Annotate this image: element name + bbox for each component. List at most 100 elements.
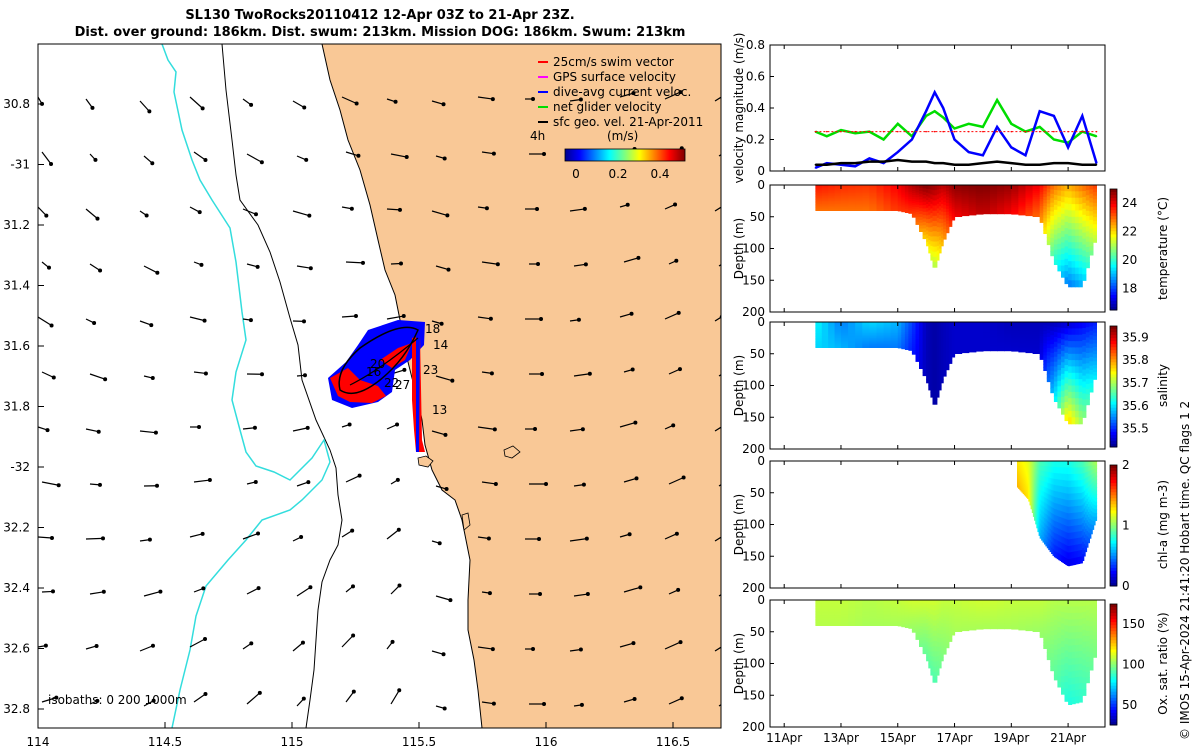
heat-cell xyxy=(848,614,856,617)
heat-cell xyxy=(1061,190,1066,198)
heat-cell xyxy=(1020,477,1023,481)
heat-cell xyxy=(828,619,836,622)
heat-cell xyxy=(930,368,934,375)
data-point xyxy=(868,130,871,133)
heat-cell xyxy=(1071,645,1076,653)
heat-cell xyxy=(997,612,1005,615)
heat-cell xyxy=(1021,480,1024,483)
heat-cell xyxy=(928,339,931,344)
heat-cell xyxy=(1051,489,1054,497)
heat-cell xyxy=(1004,614,1012,617)
heat-cell xyxy=(890,196,899,199)
heat-cell xyxy=(982,190,991,193)
heat-cell xyxy=(1085,332,1090,339)
heat-cell xyxy=(1066,539,1069,547)
heat-cell xyxy=(919,643,924,647)
velocity-arrow-head xyxy=(300,640,305,645)
velocity-arrow-head xyxy=(395,422,400,427)
heat-cell xyxy=(1090,474,1093,480)
data-point xyxy=(967,163,970,166)
heat-cell xyxy=(946,333,950,338)
heat-cell xyxy=(841,336,849,339)
heat-cell xyxy=(1053,224,1058,231)
heat-cell xyxy=(855,615,863,619)
lat-tick-label: 31.6 xyxy=(3,339,30,353)
heat-cell xyxy=(869,345,878,348)
heat-cell xyxy=(1049,517,1052,524)
heat-cell xyxy=(1053,526,1056,534)
lat-tick-label: -31 xyxy=(10,158,30,172)
heat-cell xyxy=(946,217,950,222)
heat-cell xyxy=(1046,626,1051,631)
lat-tick-label: 32.2 xyxy=(3,521,30,535)
heat-cell xyxy=(934,671,938,678)
heat-cell xyxy=(982,603,991,606)
velocity-arrow-head xyxy=(397,583,402,588)
heat-cell xyxy=(954,322,963,325)
heat-cell xyxy=(855,606,863,609)
heat-cell xyxy=(961,339,970,342)
heat-cell xyxy=(1021,474,1024,478)
heat-cell xyxy=(869,185,878,188)
heat-cell xyxy=(821,342,829,345)
heat-cell xyxy=(932,630,936,637)
heat-cell xyxy=(915,627,920,631)
heat-cell xyxy=(1065,525,1068,533)
heat-cell xyxy=(1043,340,1048,344)
heat-cell xyxy=(1027,496,1029,499)
heat-cell xyxy=(1004,192,1012,195)
heat-cell xyxy=(1068,552,1071,560)
heat-cell xyxy=(982,619,991,622)
heat-cell xyxy=(901,325,906,328)
heat-cell xyxy=(932,661,936,668)
y-tick-label: 200 xyxy=(742,442,765,456)
heat-cell xyxy=(1085,337,1090,344)
heat-cell xyxy=(919,225,924,230)
heat-cell xyxy=(1071,684,1076,692)
heat-cell xyxy=(928,206,931,211)
heat-cell xyxy=(1092,339,1097,345)
velocity-arrow xyxy=(193,151,206,161)
heat-cell xyxy=(1055,479,1058,486)
heat-cell xyxy=(1046,482,1049,489)
heat-cell xyxy=(1064,619,1069,626)
velocity-arrow xyxy=(664,641,681,650)
heat-cell xyxy=(1075,677,1080,685)
velocity-arrow xyxy=(242,208,257,215)
heat-cell xyxy=(922,620,927,624)
heat-cell xyxy=(968,322,977,325)
heat-cell xyxy=(904,344,909,347)
heat-cell xyxy=(1061,635,1066,642)
heat-cell xyxy=(1050,344,1055,350)
heat-cell xyxy=(932,352,936,359)
heat-cell xyxy=(961,617,970,620)
heat-cell xyxy=(1039,623,1044,627)
heat-cell xyxy=(932,205,936,212)
colorbar-cell xyxy=(1110,282,1117,287)
heat-cell xyxy=(951,189,956,193)
heat-cell xyxy=(934,393,938,400)
heat-cell xyxy=(883,328,892,331)
heat-cell xyxy=(890,333,899,336)
heat-cell xyxy=(975,607,984,610)
heat-cell xyxy=(1078,689,1083,697)
heat-cell xyxy=(951,204,956,208)
heat-cell xyxy=(1085,472,1088,479)
heat-cell xyxy=(997,334,1005,337)
heat-cell xyxy=(1037,469,1040,475)
heat-cell xyxy=(1062,556,1065,563)
y-axis-label: Depth (m) xyxy=(732,494,746,555)
colorbar-cell xyxy=(1110,413,1117,418)
heat-cell xyxy=(1057,348,1062,355)
velocity-arrow-head xyxy=(678,90,683,95)
heat-cell xyxy=(911,612,916,615)
heat-cell xyxy=(932,215,936,222)
heat-cell xyxy=(1061,600,1066,607)
heat-cell xyxy=(1049,472,1052,479)
heat-cell xyxy=(1078,191,1083,199)
heat-cell xyxy=(1039,210,1044,214)
heat-cell xyxy=(1092,188,1097,193)
heat-cell xyxy=(1029,496,1032,500)
velocity-arrow xyxy=(189,316,205,322)
